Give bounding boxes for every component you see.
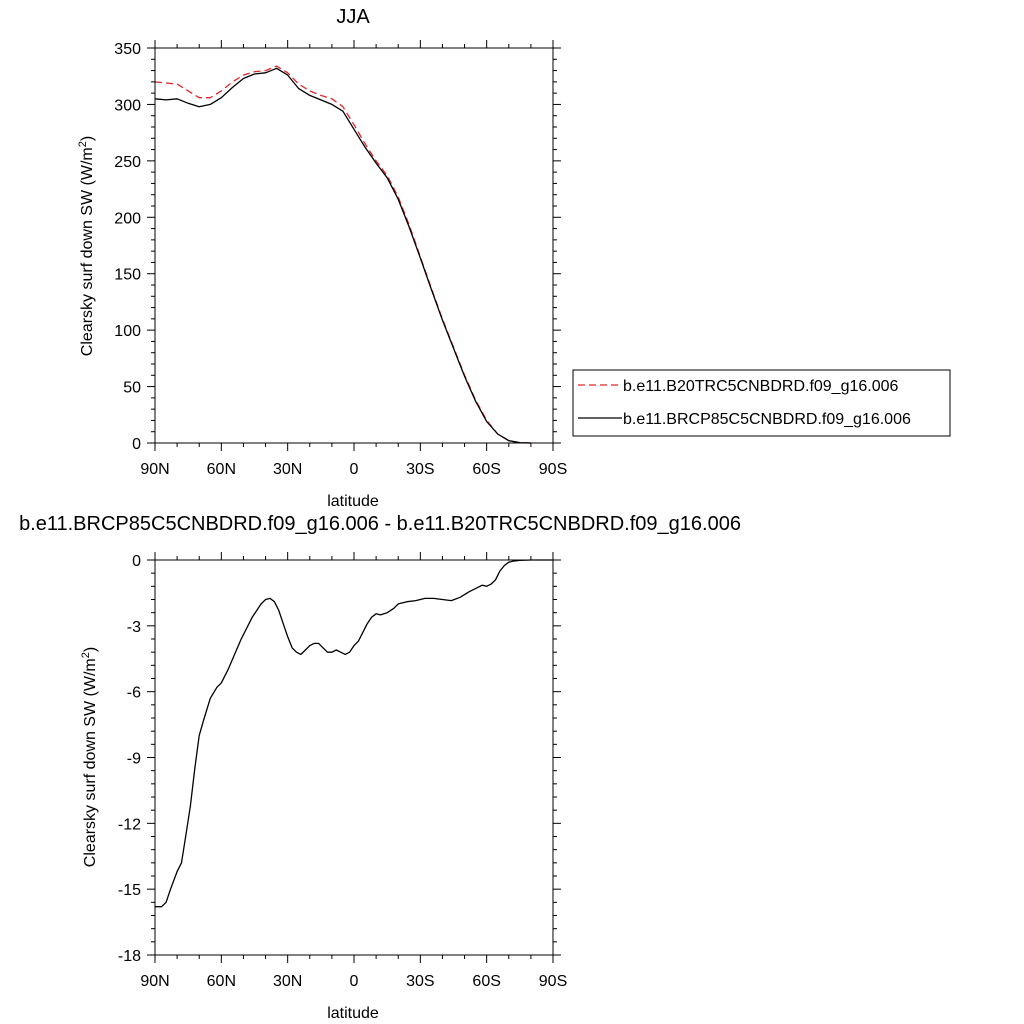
top-x-tick-label: 90N	[140, 461, 169, 478]
bottom-y-tick-label: -12	[118, 816, 141, 833]
top-chart: JJA 90N 60N 30N 0 30S 60S 90S 0 50 100 150 200 250 30…	[77, 6, 951, 510]
top-y-tick-label: 150	[114, 267, 141, 284]
bottom-y-tick-label: -6	[127, 685, 141, 702]
bottom-x-axis-label: latitude	[327, 1005, 379, 1022]
top-y-tick-label: 300	[114, 97, 141, 114]
bottom-x-tick-label: 60S	[472, 973, 500, 990]
top-y-tick-label: 50	[123, 380, 141, 397]
bottom-y-tick-label: -18	[118, 948, 141, 965]
top-y-tick-label: 200	[114, 210, 141, 227]
bottom-y-axis-label-sup: 2	[80, 652, 92, 658]
top-x-tick-label: 60N	[207, 461, 236, 478]
bottom-y-tick-label: -9	[127, 751, 141, 768]
bottom-x-tick-label: 90S	[539, 973, 567, 990]
top-y-axis-label-sup: 2	[77, 141, 89, 147]
top-x-tick-label: 0	[350, 461, 359, 478]
bottom-x-tick-label: 60N	[207, 973, 236, 990]
bottom-x-tick-label: 30N	[273, 973, 302, 990]
top-series-line-0	[154, 65, 531, 444]
top-y-tick-label: 100	[114, 323, 141, 340]
bottom-plot-frame	[154, 559, 554, 956]
top-series-line-1	[154, 67, 531, 444]
top-x-tick-label: 30N	[273, 461, 302, 478]
top-y-axis-label: Clearsky surf down SW (W/m2)	[77, 136, 96, 356]
legend-box	[572, 369, 951, 437]
bottom-y-axis-label-main: Clearsky surf down SW (W/m	[82, 658, 99, 867]
bottom-y-axis-label: Clearsky surf down SW (W/m2)	[80, 647, 99, 867]
bottom-chart: b.e11.BRCP85C5CNBDRD.f09_g16.006 - b.e11…	[19, 513, 741, 1022]
top-y-axis-label-main: Clearsky surf down SW (W/m	[79, 147, 96, 356]
bottom-x-tick-label: 30S	[406, 973, 434, 990]
top-y-tick-label: 350	[114, 41, 141, 58]
top-x-tick-label: 90S	[539, 461, 567, 478]
top-x-tick-label: 30S	[406, 461, 434, 478]
bottom-y-tick-label: -3	[127, 619, 141, 636]
top-plot-frame	[154, 47, 554, 444]
bottom-y-tick-label: -15	[118, 882, 141, 899]
bottom-y-axis-label-close: )	[82, 647, 99, 652]
bottom-x-tick-label: 0	[350, 973, 359, 990]
bottom-x-tick-label: 90N	[140, 973, 169, 990]
bottom-chart-title: b.e11.BRCP85C5CNBDRD.f09_g16.006 - b.e11…	[19, 513, 741, 535]
bottom-series-line-0	[155, 559, 553, 908]
legend: b.e11.B20TRC5CNBDRD.f09_g16.006 b.e11.BR…	[572, 369, 951, 437]
top-y-tick-label: 0	[132, 436, 141, 453]
top-y-tick-label: 250	[114, 154, 141, 171]
top-chart-title: JJA	[336, 6, 370, 28]
top-y-axis-label-close: )	[79, 136, 96, 141]
legend-label-series-1: b.e11.BRCP85C5CNBDRD.f09_g16.006	[623, 411, 911, 428]
legend-label-series-0: b.e11.B20TRC5CNBDRD.f09_g16.006	[623, 378, 899, 395]
bottom-y-tick-label: 0	[132, 553, 141, 570]
top-x-tick-label: 60S	[472, 461, 500, 478]
top-x-axis-label: latitude	[327, 493, 379, 510]
